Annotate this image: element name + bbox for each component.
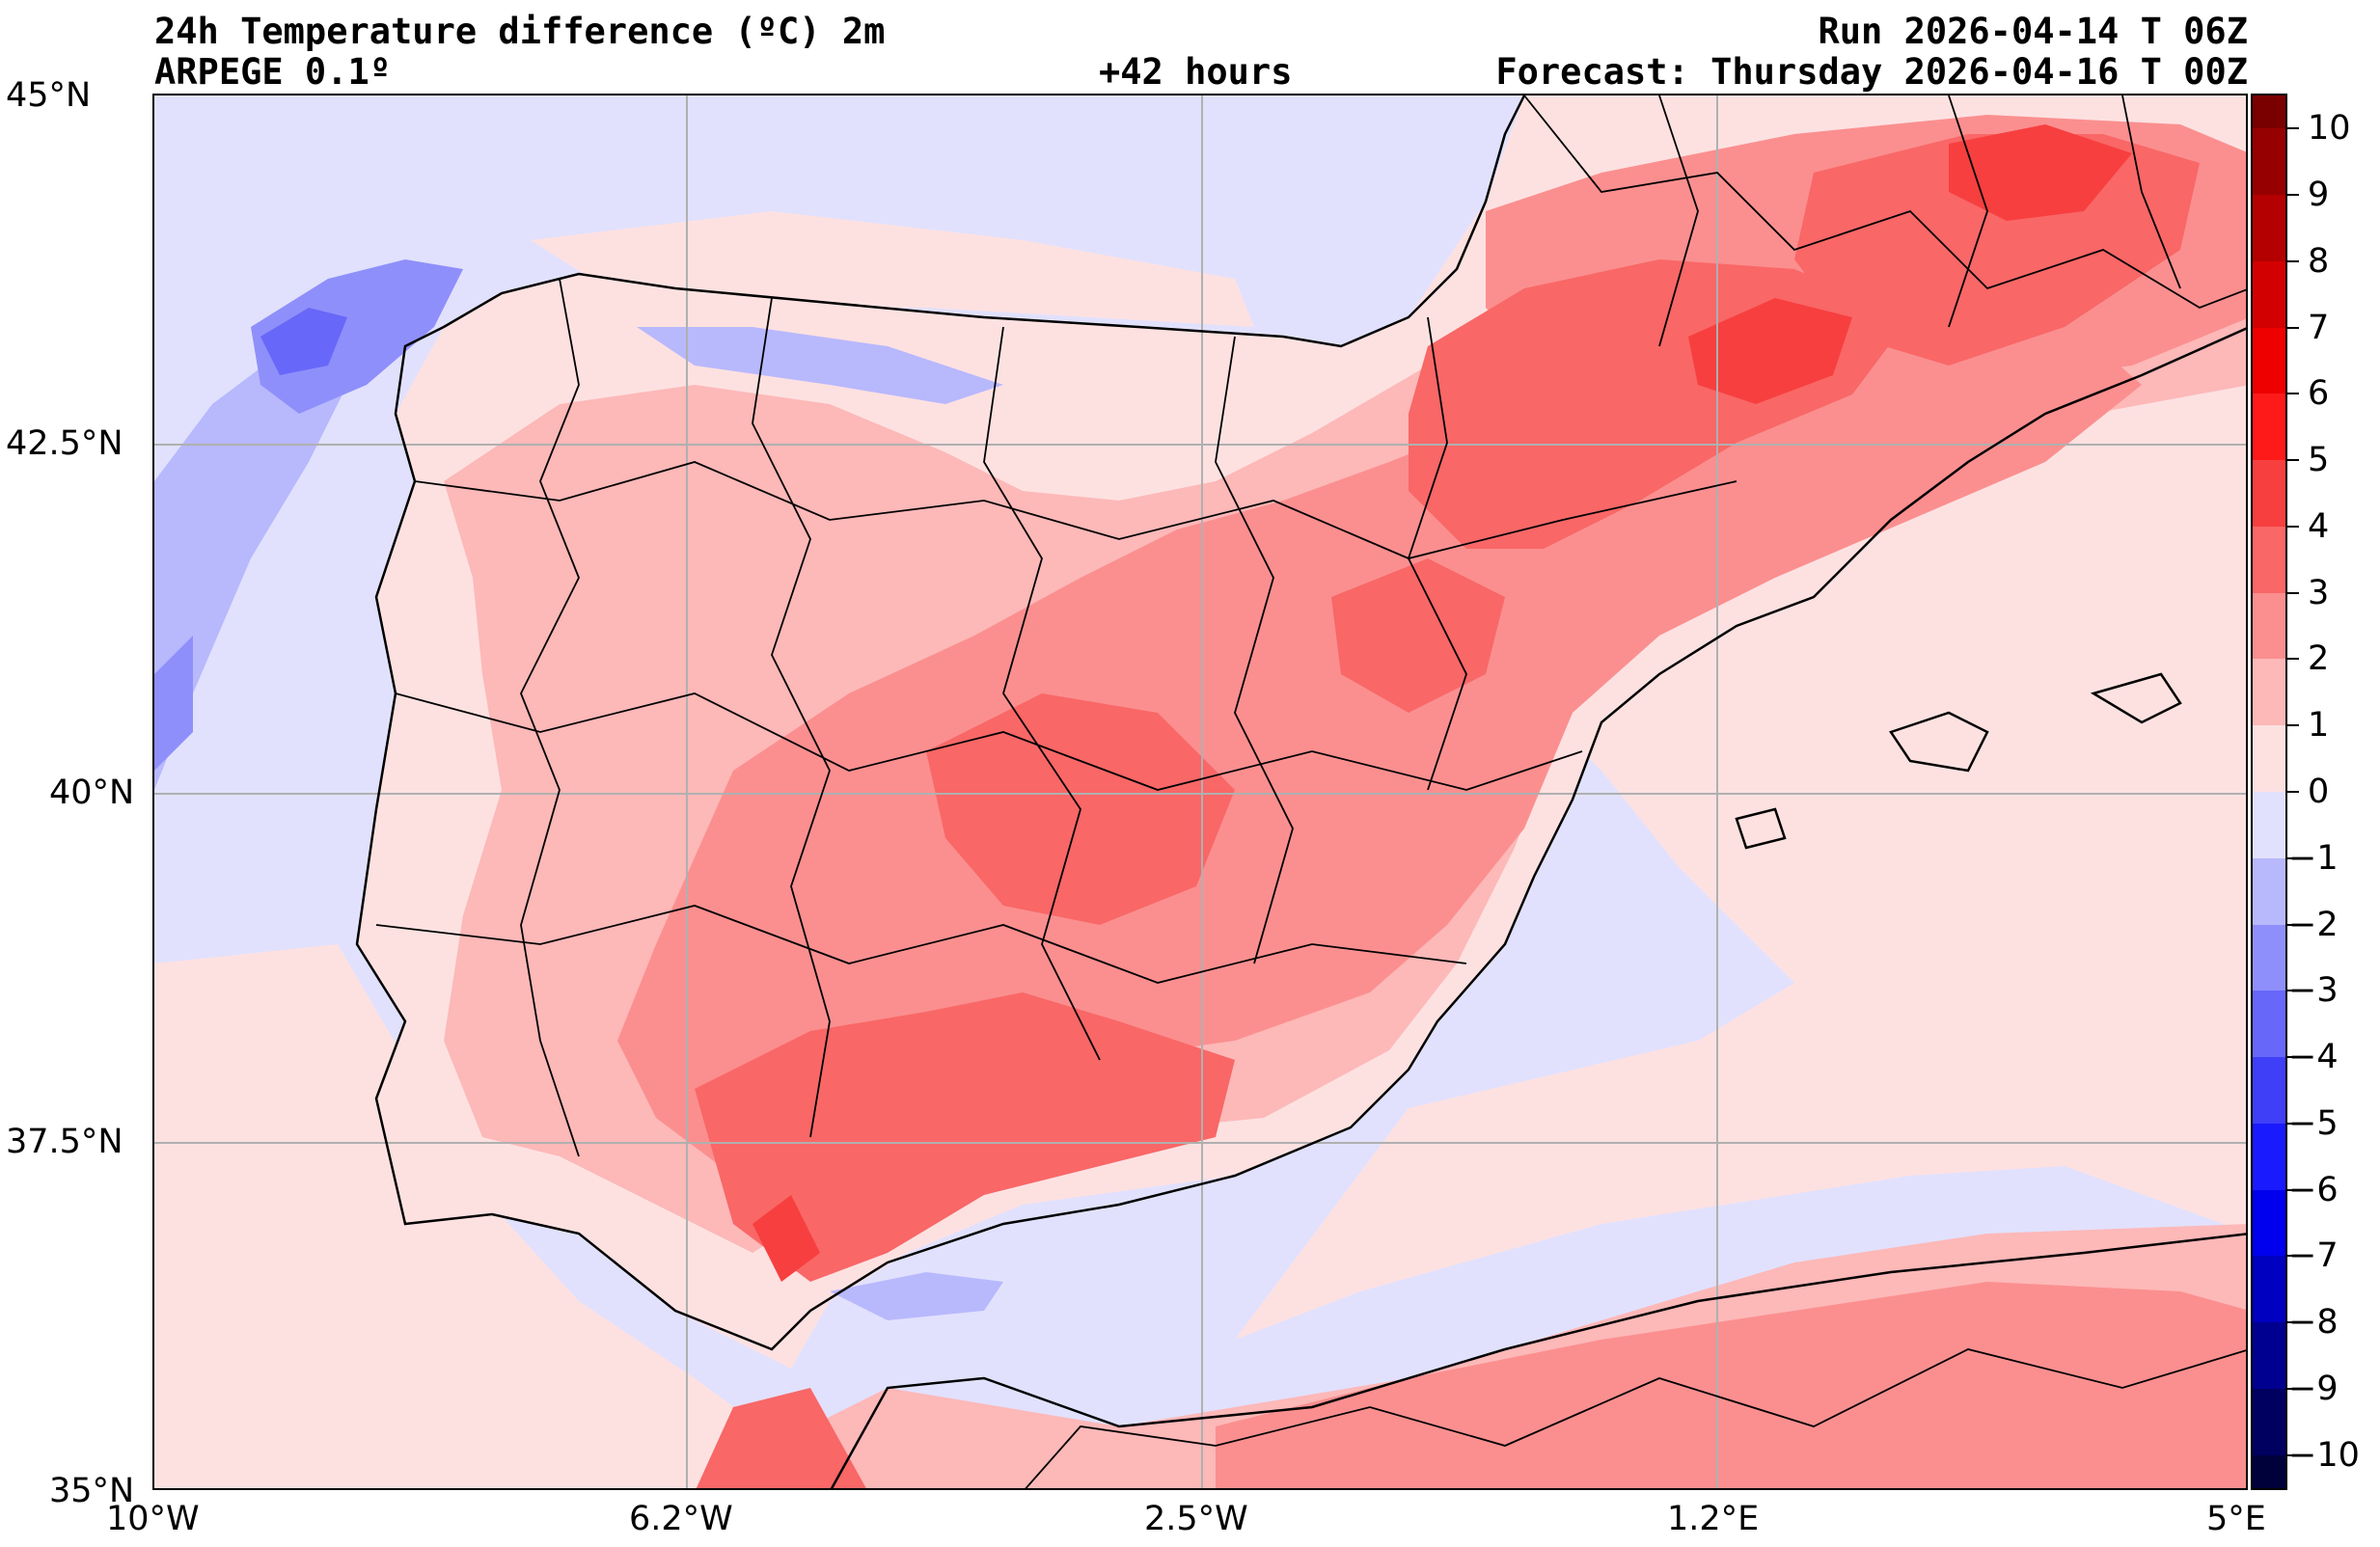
- lat-label-40n: 40°N: [49, 774, 135, 812]
- lat-label-35n: 35°N: [49, 1472, 135, 1510]
- colorbar-segment: [2253, 95, 2285, 129]
- map-area: [152, 94, 2248, 1490]
- colorbar-segment: [2253, 1057, 2285, 1125]
- colorbar-segment: [2253, 327, 2285, 394]
- colorbar-tick: [2287, 1453, 2299, 1456]
- forecast-label: Forecast: Thursday 2026-04-16 T 00Z: [1495, 51, 2248, 93]
- colorbar-tick: [2287, 326, 2299, 329]
- colorbar-label: 4: [2308, 506, 2330, 546]
- temp-anomaly-4-5-massif: [1949, 124, 2132, 221]
- colorbar-segment: [2253, 460, 2285, 528]
- colorbar-tick: [2287, 923, 2299, 926]
- colorbar-tick: [2287, 591, 2299, 594]
- colorbar-label: 0: [2308, 773, 2330, 811]
- colorbar-label: −10: [2288, 1435, 2360, 1475]
- temp-anomaly-neg-3-4-galicia: [260, 308, 347, 375]
- colorbar-segment: [2253, 1454, 2285, 1488]
- temp-anomaly-3-4-east: [1331, 558, 1505, 713]
- colorbar-tick: [2287, 127, 2299, 130]
- colorbar-segment: [2253, 659, 2285, 726]
- lat-label-45n: 45°N: [6, 76, 92, 115]
- colorbar-label: 6: [2308, 374, 2330, 414]
- colorbar-tick: [2287, 1255, 2299, 1258]
- temperature-difference-map: [154, 95, 2246, 1488]
- colorbar-tick: [2287, 459, 2299, 462]
- admin-borders: [375, 95, 2246, 1488]
- map-title: 24h Temperature difference (ºC) 2m: [154, 11, 886, 52]
- colorbar-tick: [2287, 1387, 2299, 1390]
- colorbar-tick: [2287, 1321, 2299, 1324]
- colorbar-segment: [2253, 1322, 2285, 1390]
- colorbar-label: −2: [2288, 905, 2339, 944]
- lon-label-6-2w: 6.2°W: [629, 1500, 733, 1538]
- colorbar-label: −4: [2288, 1038, 2339, 1077]
- colorbar-segment: [2253, 526, 2285, 594]
- colorbar-label: 5: [2308, 441, 2330, 480]
- lat-label-37-5n: 37.5°N: [6, 1123, 123, 1161]
- colorbar-segment: [2253, 128, 2285, 196]
- temp-anomaly-4-5-pyrenees: [1688, 298, 1852, 404]
- colorbar-tick: [2287, 1056, 2299, 1059]
- colorbar-label: −8: [2288, 1303, 2339, 1343]
- colorbar-tick: [2287, 259, 2299, 262]
- colorbar-tick: [2287, 791, 2299, 793]
- colorbar-segment: [2253, 1388, 2285, 1456]
- colorbar-label: −1: [2288, 838, 2339, 878]
- colorbar-segment: [2253, 924, 2285, 991]
- colorbar-tick: [2287, 1122, 2299, 1125]
- run-label: Run 2026-04-14 T 06Z: [1818, 11, 2248, 52]
- colorbar-label: −3: [2288, 971, 2339, 1011]
- lon-label-2-5w: 2.5°W: [1144, 1500, 1248, 1538]
- lat-label-42-5n: 42.5°N: [6, 424, 123, 463]
- colorbar-tick: [2287, 194, 2299, 197]
- colorbar: [2251, 94, 2287, 1490]
- colorbar-label: 3: [2308, 573, 2330, 612]
- colorbar-segment: [2253, 260, 2285, 329]
- colorbar-tick: [2287, 990, 2299, 992]
- lead-time-label: +42 hours: [1099, 51, 1293, 93]
- colorbar-label: 7: [2308, 308, 2330, 347]
- colorbar-tick: [2287, 393, 2299, 395]
- temp-anomaly-neg-2-3-coast: [154, 636, 193, 771]
- colorbar-label: 8: [2308, 241, 2330, 281]
- temp-anomaly-neg-1-2-atlantic: [154, 269, 444, 790]
- lon-label-10w: 10°W: [106, 1500, 200, 1538]
- temp-anomaly-4-5-south: [752, 1195, 820, 1282]
- colorbar-label: −6: [2288, 1170, 2339, 1209]
- colorbar-segment: [2253, 394, 2285, 461]
- colorbar-segment: [2253, 592, 2285, 660]
- graticule: [154, 95, 2246, 1488]
- colorbar-tick: [2287, 658, 2299, 661]
- colorbar-segment: [2253, 1123, 2285, 1191]
- coastlines: [355, 95, 2246, 1488]
- lon-label-5e: 5°E: [2206, 1500, 2266, 1538]
- colorbar-tick: [2287, 724, 2299, 727]
- temp-anomaly-3-4-andalusia: [695, 992, 1235, 1282]
- colorbar-label: −5: [2288, 1103, 2339, 1143]
- colorbar-label: 1: [2308, 706, 2330, 746]
- colorbar-label: −7: [2288, 1236, 2339, 1276]
- lon-label-1-2e: 1.2°E: [1667, 1500, 1760, 1538]
- colorbar-segment: [2253, 725, 2285, 793]
- colorbar-segment: [2253, 195, 2285, 262]
- colorbar-segment: [2253, 1189, 2285, 1257]
- colorbar-tick: [2287, 525, 2299, 528]
- temp-anomaly-neg-2-3-galicia: [251, 259, 463, 414]
- colorbar-tick: [2287, 856, 2299, 859]
- colorbar-segment: [2253, 857, 2285, 925]
- temp-anomaly-neg-1-2-alboran: [830, 1272, 1003, 1320]
- temp-anomaly-neg-1-2-cantabria: [637, 327, 1003, 404]
- colorbar-label: 10: [2308, 109, 2351, 149]
- colorbar-label: −9: [2288, 1369, 2339, 1408]
- colorbar-segment: [2253, 991, 2285, 1058]
- colorbar-segment: [2253, 792, 2285, 859]
- colorbar-label: 2: [2308, 639, 2330, 679]
- temp-anomaly-2-3-morocco: [696, 1388, 866, 1488]
- temp-anomaly-2-3-central: [617, 288, 2142, 1205]
- colorbar-segment: [2253, 1256, 2285, 1323]
- colorbar-tick: [2287, 1188, 2299, 1191]
- colorbar-label: 9: [2308, 176, 2330, 215]
- model-label: ARPEGE 0.1º: [154, 51, 392, 93]
